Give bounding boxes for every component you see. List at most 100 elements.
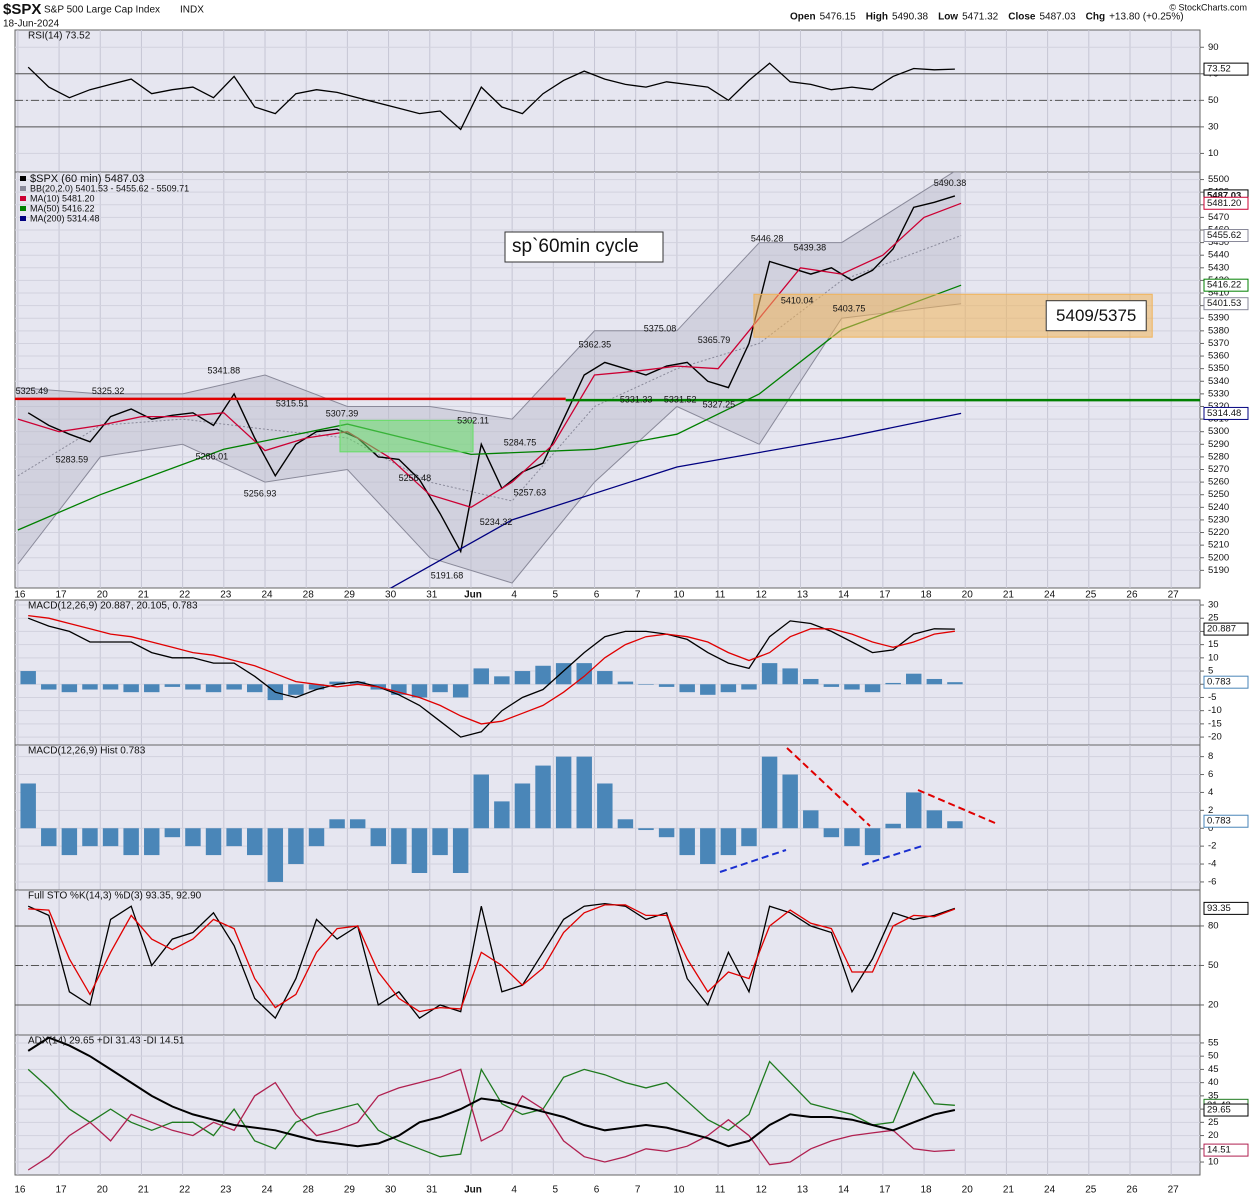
- value-tag: 20.887: [1207, 624, 1236, 635]
- quote-value: 5476.15: [820, 12, 857, 23]
- x-tick-label: 4: [511, 590, 517, 601]
- legend-entry: MA(50) 5416.22: [30, 203, 95, 213]
- y-tick-label: 20: [1208, 1130, 1219, 1141]
- y-tick-label: 5410: [1208, 288, 1229, 299]
- histogram-bar: [411, 828, 428, 873]
- y-tick-label: 5360: [1208, 351, 1229, 362]
- x-tick-label: 31: [426, 1185, 438, 1196]
- zone: [339, 419, 474, 453]
- band-line: [17, 303, 962, 584]
- y-tick-label: 5380: [1208, 325, 1229, 336]
- y-tick-label: 50: [1208, 960, 1219, 971]
- value-tag: 0.783: [1207, 677, 1231, 688]
- value-tag: 0.783: [1207, 816, 1231, 827]
- low-label: 5191.68: [431, 571, 464, 581]
- y-tick-label: 30: [1208, 121, 1219, 132]
- value-tag-box: [1203, 196, 1249, 210]
- trend-line: [917, 789, 996, 824]
- histogram-bar: [885, 823, 901, 829]
- low-label: 5286.01: [196, 452, 229, 462]
- zone-label: 5409/5375: [1056, 306, 1136, 325]
- histogram-bar: [638, 828, 654, 831]
- y-tick-label: 5190: [1208, 565, 1229, 576]
- histogram-bar: [308, 684, 325, 690]
- series-line: [28, 614, 955, 725]
- value-tag-box: [1203, 814, 1249, 828]
- x-tick-label: 30: [385, 590, 397, 601]
- high-label: 5341.88: [208, 365, 241, 375]
- histogram-bar: [555, 756, 572, 829]
- x-tick-label: 7: [635, 590, 641, 601]
- histogram-bar: [658, 828, 675, 838]
- x-tick-label: 25: [1085, 590, 1097, 601]
- y-tick-label: 5210: [1208, 540, 1229, 551]
- low-label: 5234.32: [480, 517, 513, 527]
- panel-title: ADX(14) 29.65 +DI 31.43 -DI 14.51: [28, 1036, 185, 1047]
- band-middle: [17, 235, 962, 502]
- histogram-bar: [597, 783, 613, 829]
- series-line: [27, 195, 956, 554]
- value-tag-box: [1203, 62, 1249, 76]
- series-line: [27, 617, 955, 738]
- legend-swatch: [20, 176, 26, 181]
- y-tick-label: 40: [1208, 1077, 1219, 1088]
- y-tick-label: 5: [1208, 666, 1213, 677]
- histogram-bar: [267, 828, 284, 882]
- x-tick-label: 28: [303, 1185, 315, 1196]
- x-tick-label: 27: [1168, 590, 1180, 601]
- y-tick-label: -5: [1208, 692, 1216, 703]
- histogram-bar: [885, 682, 901, 685]
- y-tick-label: 15: [1208, 639, 1219, 650]
- y-tick-label: -4: [1208, 859, 1216, 870]
- quote: Open 5476.15 High 5490.38 Low 5471.32 Close 548…: [790, 12, 1184, 23]
- date: 18-Jun-2024: [3, 19, 60, 30]
- histogram-bar: [329, 819, 345, 829]
- y-tick-label: -6: [1208, 876, 1216, 887]
- x-tick-label: Jun: [464, 590, 482, 601]
- y-tick-label: 5250: [1208, 489, 1229, 500]
- histogram-bar: [452, 684, 469, 698]
- series-line: [27, 1060, 955, 1158]
- histogram-bar: [164, 828, 181, 838]
- x-tick-label: 13: [797, 590, 809, 601]
- series-line: [17, 284, 962, 531]
- value-tag: 5487.03: [1207, 190, 1241, 201]
- histogram-bar: [803, 678, 819, 685]
- quote-label: Open: [790, 12, 816, 23]
- high-label: 5307.39: [326, 409, 359, 419]
- histogram-bar: [205, 828, 222, 856]
- histogram-bar: [514, 671, 531, 685]
- x-tick-label: 7: [635, 1185, 641, 1196]
- histogram-bar: [926, 678, 943, 685]
- y-tick-label: 5220: [1208, 527, 1229, 538]
- histogram-bar: [41, 828, 57, 847]
- y-tick-label: 5370: [1208, 338, 1229, 349]
- y-tick-label: 5300: [1208, 426, 1229, 437]
- value-tag-box: [1203, 1143, 1249, 1157]
- y-tick-label: 25: [1208, 613, 1219, 624]
- credit: © StockCharts.com: [1169, 2, 1247, 12]
- histogram-bar: [947, 821, 963, 829]
- legend-entry: MA(10) 5481.20: [30, 193, 95, 203]
- y-tick-label: 45: [1208, 1064, 1219, 1075]
- value-tag: 5401.53: [1207, 298, 1241, 309]
- histogram-bar: [514, 783, 531, 829]
- x-tick-label: 23: [220, 590, 232, 601]
- legend-entry: BB(20,2.0) 5401.53 - 5455.62 - 5509.71: [30, 183, 189, 193]
- x-tick-label: 16: [14, 590, 26, 601]
- series-line: [27, 62, 955, 131]
- low-label: 5256.93: [244, 488, 277, 498]
- x-tick-label: 29: [344, 590, 356, 601]
- x-tick-label: 21: [1003, 1185, 1015, 1196]
- note-box: [504, 231, 664, 263]
- y-tick-label: 5240: [1208, 502, 1229, 513]
- y-tick-label: 10: [1208, 148, 1219, 159]
- quote-value: 5487.03: [1039, 12, 1076, 23]
- y-tick-label: 90: [1208, 42, 1219, 53]
- histogram-bar: [555, 663, 572, 685]
- low-label: 5410.04: [781, 295, 814, 305]
- y-tick-label: 5440: [1208, 250, 1229, 261]
- x-tick-label: 13: [797, 1185, 809, 1196]
- x-tick-label: 16: [14, 1185, 26, 1196]
- histogram-bar: [720, 828, 737, 856]
